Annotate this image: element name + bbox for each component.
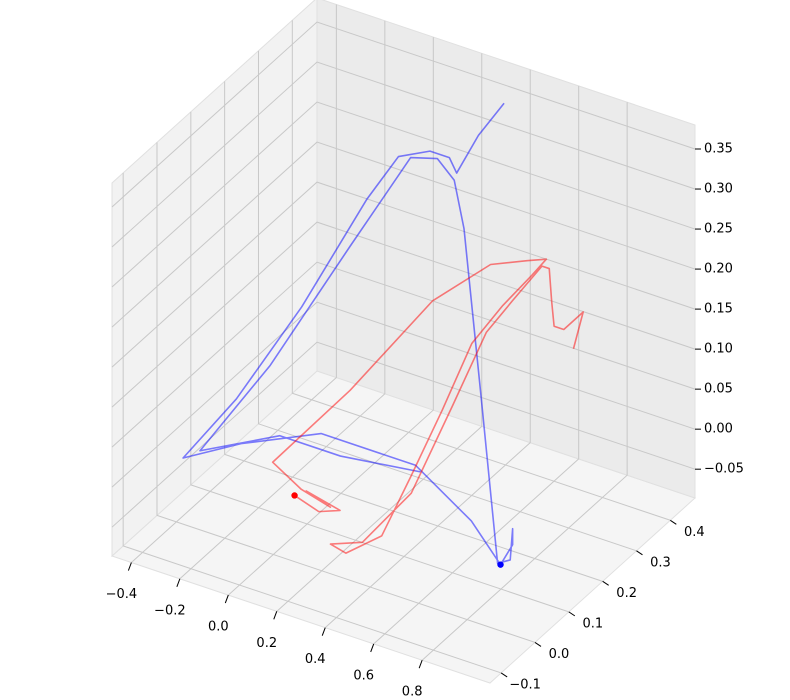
grid-line xyxy=(111,341,696,528)
y-tick xyxy=(602,580,609,586)
y-tick-label: 0.1 xyxy=(582,616,603,631)
x-tick xyxy=(370,643,375,653)
y-tick xyxy=(534,641,542,647)
x-tick xyxy=(273,611,278,620)
y-tick-label: −0.1 xyxy=(509,677,541,692)
grid-line xyxy=(224,81,603,582)
x-tick xyxy=(127,562,132,571)
y-tick-label: 0.2 xyxy=(616,586,637,601)
x-tick xyxy=(321,627,326,636)
grid-line xyxy=(257,50,637,552)
grid-line xyxy=(190,111,569,613)
x-tick-label: 0.8 xyxy=(402,685,423,700)
grid-line xyxy=(111,101,696,288)
z-tick-label: 0.10 xyxy=(704,342,733,357)
grid-line xyxy=(421,102,628,661)
grid-line xyxy=(111,21,696,208)
grid-line xyxy=(227,37,434,596)
grid-line xyxy=(111,221,696,408)
z-tick-label: 0.30 xyxy=(704,182,733,197)
y-tick xyxy=(636,550,643,556)
x-tick-label: 0.0 xyxy=(208,620,229,635)
grid-line xyxy=(131,4,337,563)
z-tick-label: −0.05 xyxy=(704,462,744,477)
grid-line xyxy=(122,172,502,674)
z-tick-label: 0.20 xyxy=(704,262,733,277)
y-tick xyxy=(568,611,576,617)
x-tick-label: 0.2 xyxy=(256,636,277,651)
x-tick xyxy=(224,594,229,604)
z-tick-label: 0.25 xyxy=(704,222,733,237)
grid-line xyxy=(111,61,696,248)
y-tick-label: 0.4 xyxy=(684,525,705,540)
grid-line xyxy=(111,301,696,488)
trajectory xyxy=(271,258,584,554)
y-tick xyxy=(670,519,677,525)
left-pane xyxy=(111,0,318,558)
grid-line xyxy=(276,53,483,612)
start-marker xyxy=(497,561,504,568)
grid-line xyxy=(111,141,696,328)
start-marker xyxy=(291,492,298,499)
z-tick-label: 0.35 xyxy=(704,142,733,157)
grid-line xyxy=(291,20,671,521)
y-tick-label: 0.3 xyxy=(650,555,671,570)
z-tick-label: 0.15 xyxy=(704,302,733,317)
grid-line xyxy=(324,69,531,629)
z-tick-label: 0.00 xyxy=(704,422,733,437)
grid-line xyxy=(111,261,696,448)
x-tick xyxy=(176,578,181,587)
grid-line xyxy=(156,142,536,643)
x-tick-label: −0.4 xyxy=(106,587,138,602)
grid-line xyxy=(373,85,580,645)
x-tick-label: 0.4 xyxy=(305,652,326,667)
y-tick-label: 0.0 xyxy=(549,647,570,662)
z-tick-label: 0.05 xyxy=(704,382,733,397)
grid-line xyxy=(111,181,696,368)
grid-line xyxy=(179,20,386,580)
x-tick-label: 0.6 xyxy=(353,668,374,683)
y-tick xyxy=(500,672,508,678)
x-tick-label: −0.2 xyxy=(154,603,186,618)
x-tick xyxy=(418,660,423,669)
trajectory xyxy=(182,102,514,566)
